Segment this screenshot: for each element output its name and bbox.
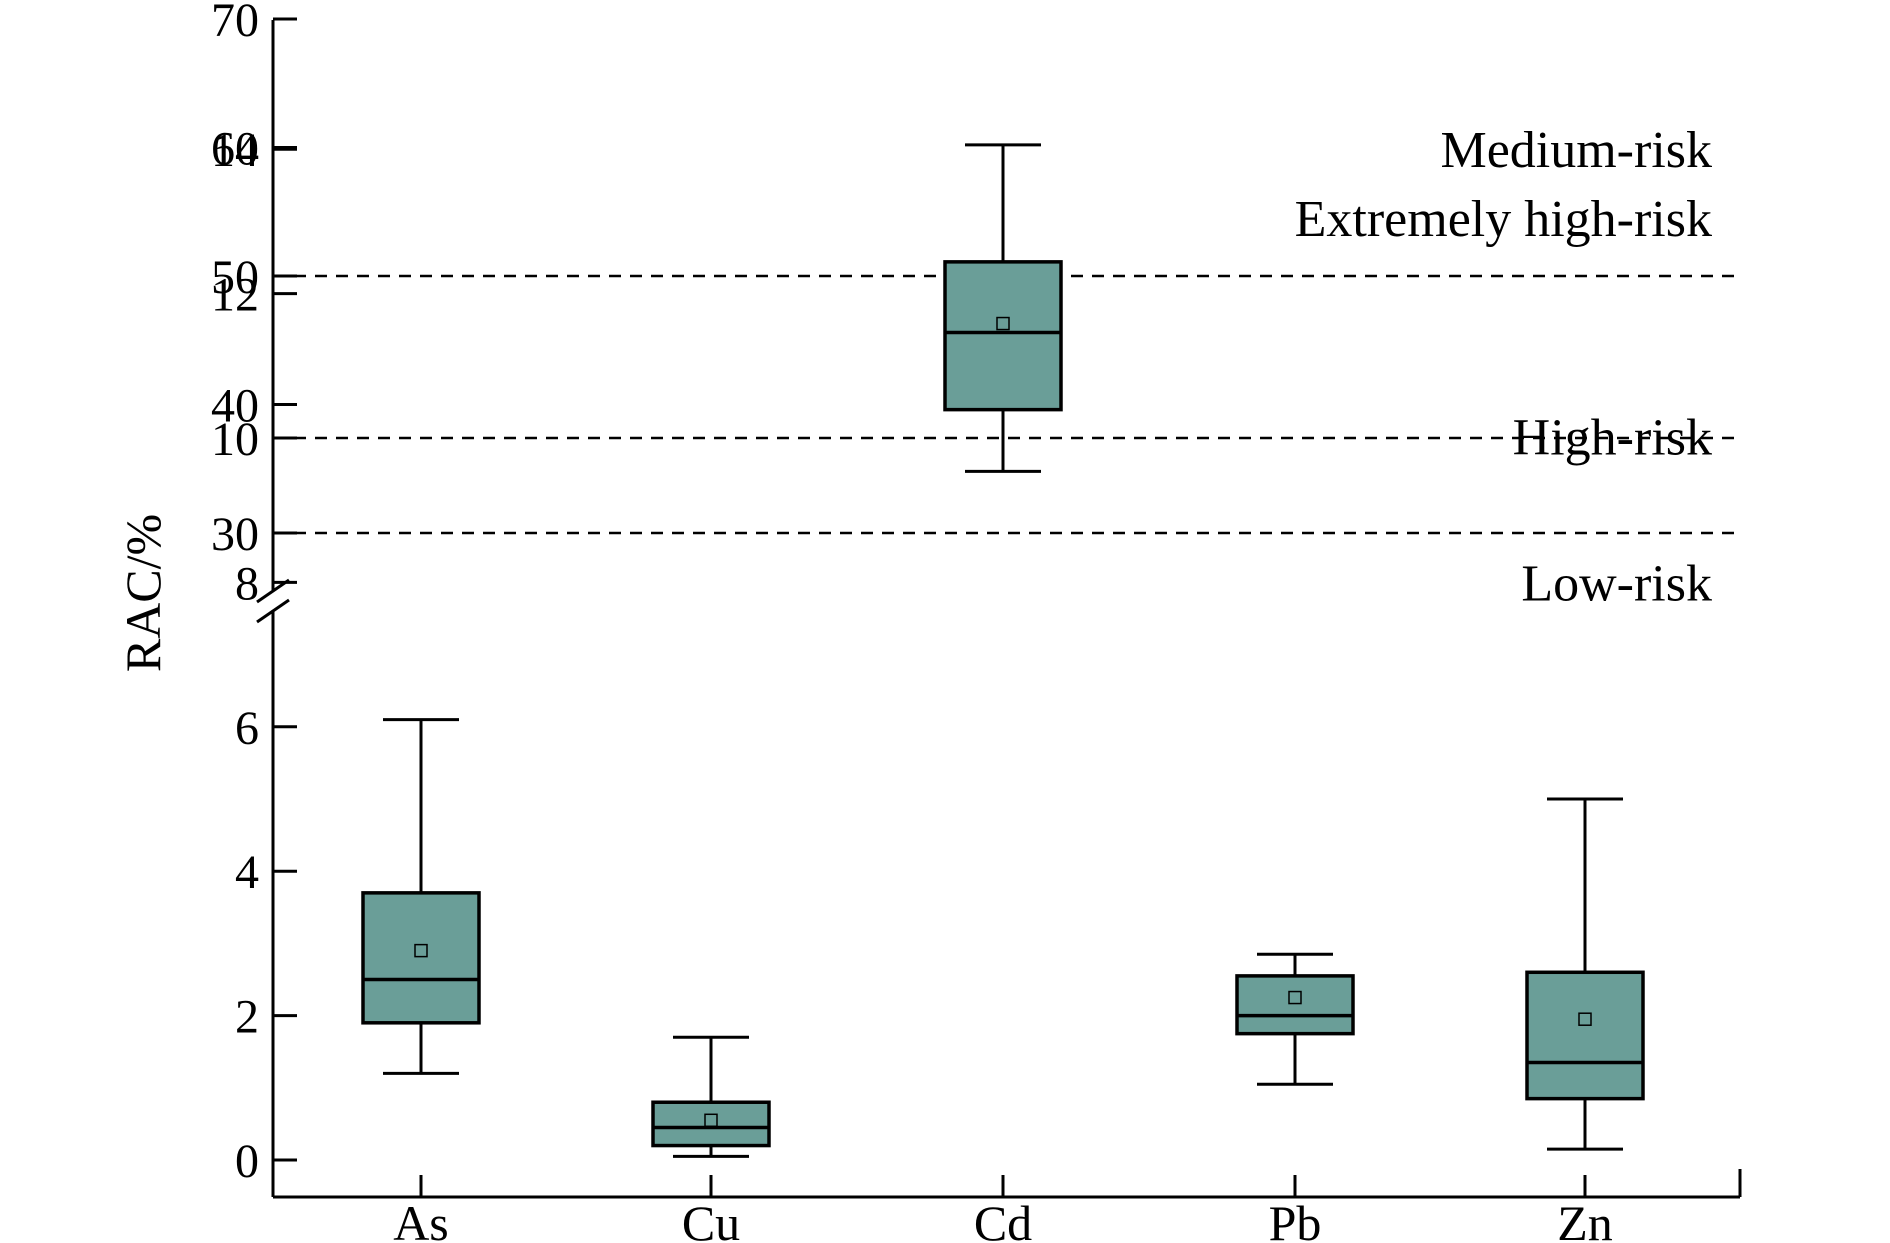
- y-tick-label-70: 70: [211, 0, 259, 47]
- box-Cd: [943, 143, 1063, 473]
- y-tick-label-40: 40: [211, 380, 259, 433]
- y-tick-label-0: 0: [235, 1135, 259, 1188]
- x-tick-label-Pb: Pb: [1269, 1195, 1322, 1243]
- y-tick-label-6: 6: [235, 702, 259, 755]
- iqr-box-Cd: [943, 260, 1063, 412]
- y-tick-label-8: 8: [235, 557, 259, 610]
- iqr-box-As: [361, 891, 481, 1025]
- mean-marker-Cd: [996, 316, 1010, 331]
- y-tick-label-4: 4: [235, 846, 259, 899]
- x-tick-label-As: As: [393, 1195, 449, 1243]
- y-axis-break-mark-bottom: [256, 598, 290, 624]
- x-tick-label-Cd: Cd: [974, 1195, 1032, 1243]
- box-As: [361, 718, 481, 1075]
- boxes-layer: [361, 143, 1645, 1158]
- risk-zone-layer: Low-risk Medium-risk High-risk Extremely hi…: [273, 122, 1740, 612]
- zone-label-low-risk: Low-risk: [1521, 555, 1712, 612]
- y-tick-label-50: 50: [211, 251, 259, 304]
- x-tick-label-Zn: Zn: [1557, 1195, 1613, 1243]
- mean-marker-Cu: [704, 1113, 718, 1128]
- box-Zn: [1525, 797, 1645, 1151]
- iqr-box-Pb: [1235, 974, 1355, 1036]
- x-tick-label-Cu: Cu: [682, 1195, 740, 1243]
- y-axis-title: RAC/%: [115, 514, 171, 672]
- y-tick-label-30: 30: [211, 508, 259, 561]
- y-tick-label-14: 14: [211, 124, 259, 177]
- iqr-box-Zn: [1525, 970, 1645, 1101]
- y-tick-label-2: 2: [235, 991, 259, 1044]
- zone-label-high-risk: High-risk: [1513, 410, 1712, 467]
- mean-marker-Zn: [1578, 1012, 1592, 1026]
- y-tick-label-60: 60: [211, 123, 259, 176]
- box-Pb: [1235, 952, 1355, 1086]
- axes-layer: 0 2 4 6 8 10 12 14 30 40 50 60 70 As Cu Cd Pb Zn: [211, 0, 1742, 1243]
- mean-marker-Pb: [1288, 990, 1302, 1005]
- mean-marker-As: [414, 943, 428, 958]
- box-Cu: [651, 1035, 771, 1158]
- y-tick-label-10: 10: [211, 413, 259, 466]
- iqr-box-Cu: [651, 1100, 771, 1148]
- zone-label-extremely-high-risk: Extremely high-risk: [1295, 191, 1712, 248]
- y-tick-label-12: 12: [211, 269, 259, 322]
- zone-label-medium-risk: Medium-risk: [1440, 122, 1712, 179]
